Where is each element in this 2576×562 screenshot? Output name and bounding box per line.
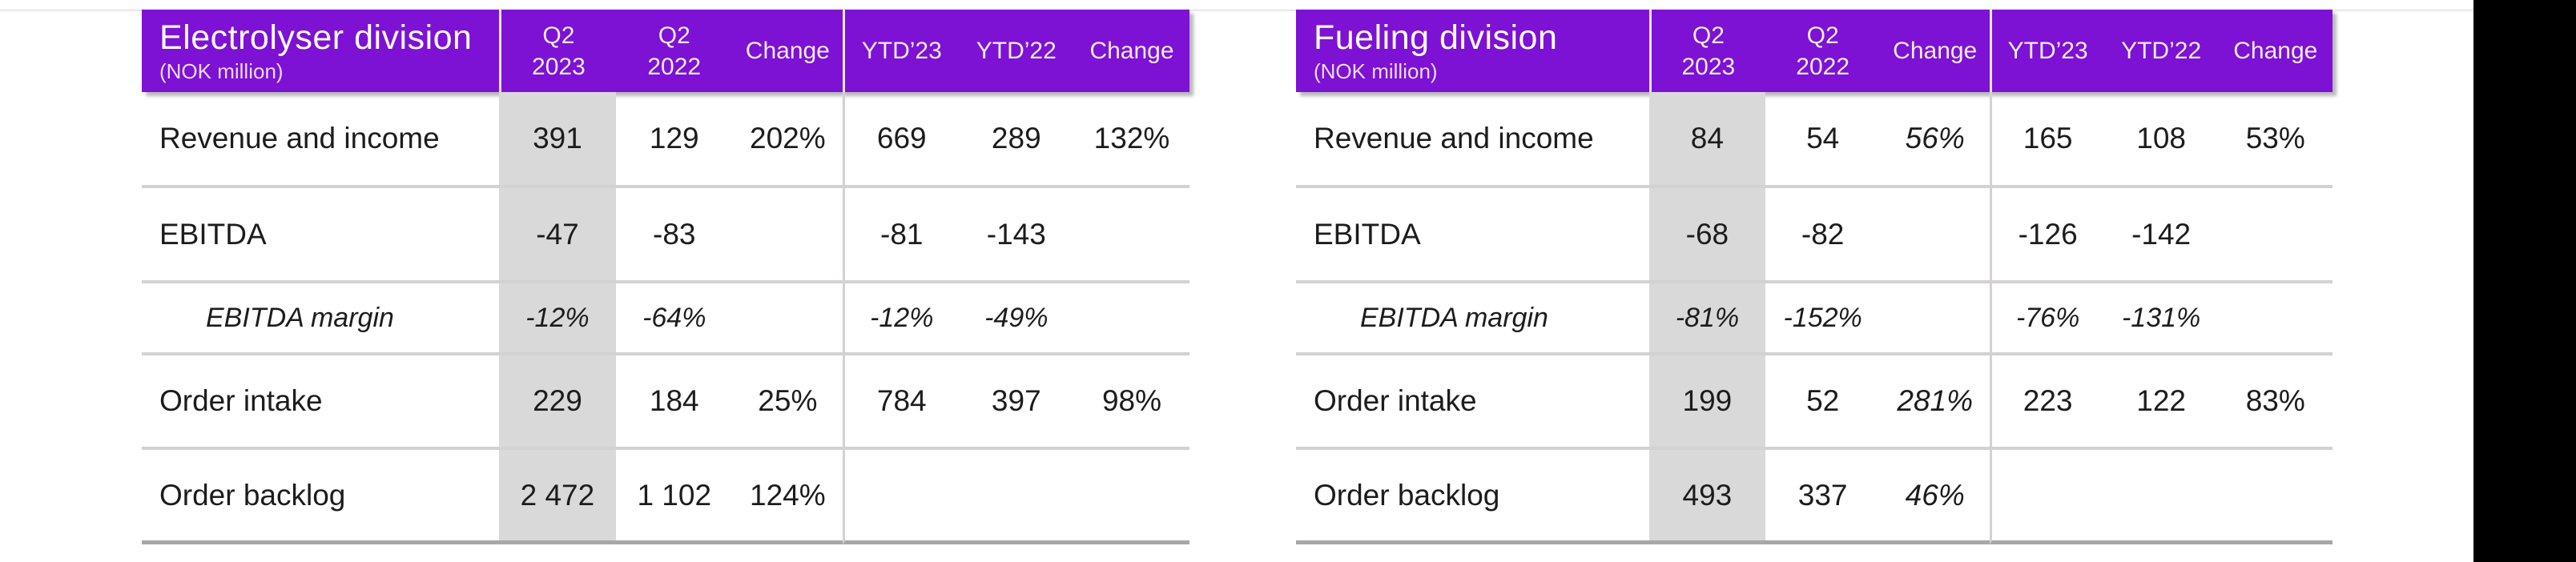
table-cell: 184 — [615, 355, 733, 450]
table-header: Fueling division (NOK million) Q2 2023 Q… — [1296, 10, 2332, 92]
table-cell: -68 — [1649, 188, 1765, 283]
table-cell: 2 472 — [499, 450, 616, 544]
table-cell: -126 — [1989, 188, 2104, 283]
table-cell — [732, 283, 843, 355]
table-cell — [732, 188, 843, 283]
table-cell: -76% — [1989, 283, 2104, 355]
table-body: Revenue and income 391 129 202% 669 289 … — [142, 92, 1189, 544]
table-title-block: Electrolyser division (NOK million) — [142, 10, 499, 92]
table-cell: 391 — [499, 92, 616, 188]
table-cell: -81 — [843, 188, 959, 283]
row-label: Order intake — [1296, 355, 1650, 450]
table-cell: 337 — [1765, 450, 1881, 544]
table-cell: 54 — [1765, 92, 1881, 188]
table-cell — [958, 450, 1075, 544]
table-cell: 25% — [732, 355, 843, 450]
table-cell: -64% — [615, 283, 733, 355]
electrolyser-division-table: Electrolyser division (NOK million) Q2 2… — [142, 10, 1189, 544]
table-title-block: Fueling division (NOK million) — [1296, 10, 1649, 92]
col-header-ytd23: YTD’23 — [1989, 10, 2104, 92]
row-label: EBITDA — [1296, 188, 1650, 283]
row-label: Revenue and income — [1296, 92, 1650, 188]
table-cell: -152% — [1765, 283, 1881, 355]
table-cell — [1989, 450, 2104, 544]
table-cell — [1074, 283, 1189, 355]
table-cell: 98% — [1074, 355, 1189, 450]
table-cell: -49% — [958, 283, 1075, 355]
row-label: Order intake — [142, 355, 500, 450]
table-cell: 397 — [958, 355, 1075, 450]
table-cell — [1880, 283, 1990, 355]
row-label: EBITDA margin — [142, 283, 500, 355]
table-cell: -83 — [615, 188, 733, 283]
fueling-division-table: Fueling division (NOK million) Q2 2023 Q… — [1296, 10, 2332, 544]
table-cell: 129 — [615, 92, 733, 188]
col-header-ytd23: YTD’23 — [843, 10, 959, 92]
table-cell: 493 — [1649, 450, 1765, 544]
table-cell: 46% — [1880, 450, 1990, 544]
table-cell: -131% — [2103, 283, 2219, 355]
table-cell: 83% — [2218, 355, 2332, 450]
table-cell: 52 — [1765, 355, 1881, 450]
table-cell — [2218, 283, 2332, 355]
table-header: Electrolyser division (NOK million) Q2 2… — [142, 10, 1189, 92]
table-title: Electrolyser division — [159, 18, 473, 58]
table-cell: 124% — [732, 450, 843, 544]
row-label: Revenue and income — [142, 92, 500, 188]
table-cell: 289 — [958, 92, 1075, 188]
col-header-q2-2023: Q2 2023 — [1649, 10, 1765, 92]
table-cell — [843, 450, 959, 544]
table-cell: 669 — [843, 92, 959, 188]
table-cell — [1074, 188, 1189, 283]
table-subtitle: (NOK million) — [1314, 58, 1438, 83]
table-cell: -143 — [958, 188, 1075, 283]
col-header-change-ytd: Change — [1089, 38, 1174, 64]
table-cell — [2218, 188, 2332, 283]
table-cell — [1074, 450, 1189, 544]
slide-top-edge — [0, 9, 2473, 11]
table-cell: 165 — [1989, 92, 2104, 188]
table-body: Revenue and income 84 54 56% 165 108 53%… — [1296, 92, 2332, 544]
table-cell: 56% — [1880, 92, 1990, 188]
col-header-q2-2022: Q2 2022 — [1796, 22, 1850, 80]
table-cell: 784 — [843, 355, 959, 450]
table-cell: -81% — [1649, 283, 1765, 355]
table-cell: -12% — [843, 283, 959, 355]
table-cell: 1 102 — [615, 450, 733, 544]
table-cell: -47 — [499, 188, 616, 283]
row-label: Order backlog — [1296, 450, 1650, 544]
table-subtitle: (NOK million) — [159, 58, 284, 83]
row-label: EBITDA — [142, 188, 500, 283]
table-cell: 223 — [1989, 355, 2104, 450]
col-header-ytd22: YTD’22 — [976, 38, 1057, 64]
row-label: EBITDA margin — [1296, 283, 1650, 355]
col-header-q2-2023: Q2 2023 — [499, 10, 616, 92]
table-cell: 84 — [1649, 92, 1765, 188]
table-cell — [2218, 450, 2332, 544]
table-cell: 132% — [1074, 92, 1189, 188]
table-title: Fueling division — [1314, 18, 1558, 58]
table-cell — [1880, 188, 1990, 283]
table-cell: 281% — [1880, 355, 1990, 450]
row-label: Order backlog — [142, 450, 500, 544]
table-cell: 108 — [2103, 92, 2219, 188]
table-cell: 202% — [732, 92, 843, 188]
table-cell — [2103, 450, 2219, 544]
table-cell: 122 — [2103, 355, 2219, 450]
table-cell: 53% — [2218, 92, 2332, 188]
col-header-change-q2: Change — [1893, 38, 1978, 64]
table-cell: -12% — [499, 283, 616, 355]
table-cell: 199 — [1649, 355, 1765, 450]
black-sidebar — [2473, 0, 2576, 562]
col-header-ytd22: YTD’22 — [2121, 38, 2202, 64]
table-cell: -82 — [1765, 188, 1881, 283]
col-header-change-q2: Change — [745, 38, 830, 64]
table-cell: -142 — [2103, 188, 2219, 283]
col-header-change-ytd: Change — [2233, 38, 2318, 64]
col-header-q2-2022: Q2 2022 — [647, 22, 702, 80]
table-cell: 229 — [499, 355, 616, 450]
